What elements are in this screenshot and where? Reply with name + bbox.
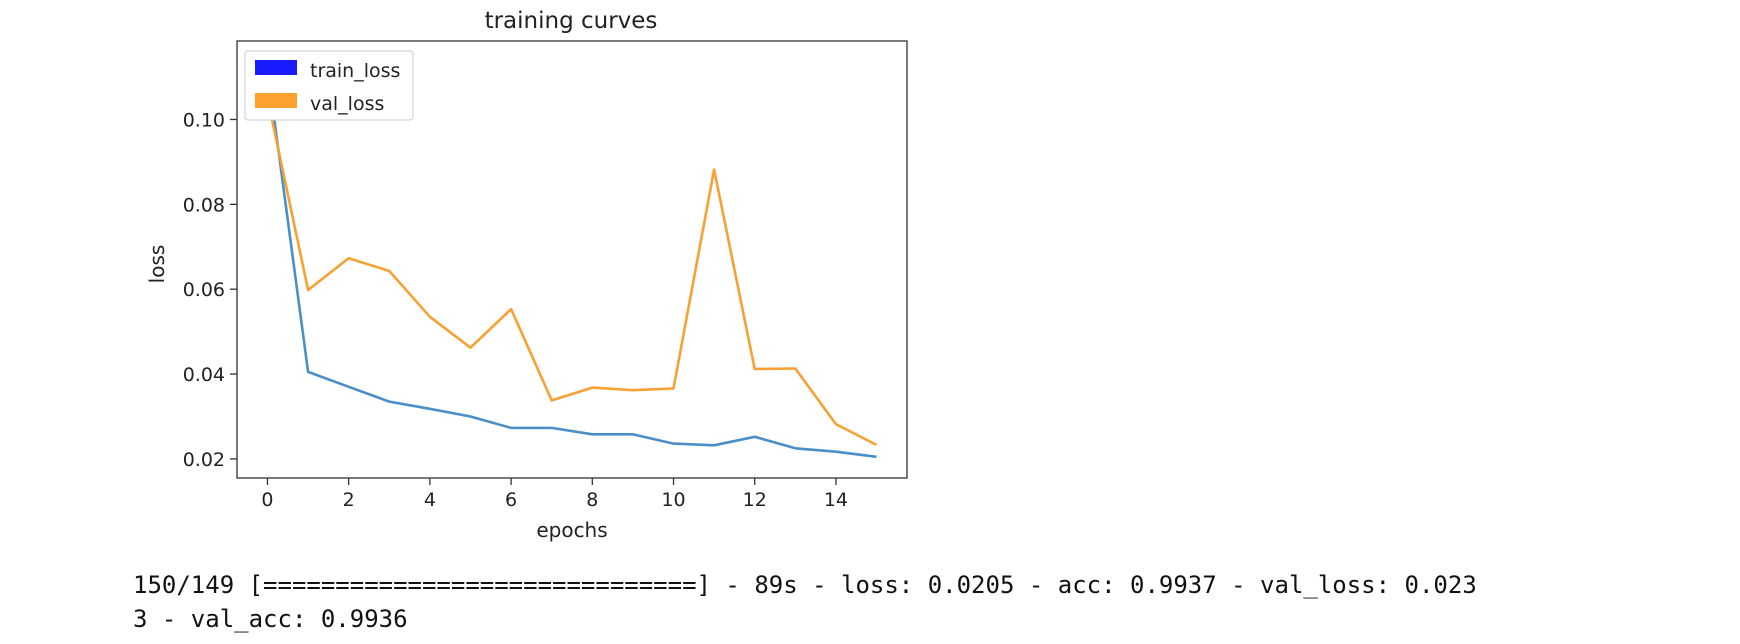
legend-label-val-loss: val_loss (310, 93, 384, 115)
y-tick-label: 0.04 (183, 364, 225, 386)
plot-frame (236, 40, 908, 479)
y-axis: 0.02 0.04 0.06 0.08 0.10 (183, 109, 237, 471)
legend-label-train-loss: train_loss (310, 60, 400, 82)
x-tick-label: 2 (343, 489, 355, 511)
legend-swatch-train-loss (255, 60, 297, 75)
y-tick-label: 0.08 (183, 194, 225, 216)
series-line-val-loss (266, 98, 878, 447)
y-axis-label: loss (145, 245, 169, 284)
x-tick-label: 12 (743, 489, 767, 511)
x-axis-label: epochs (536, 518, 607, 542)
y-tick-label: 0.06 (183, 279, 225, 301)
legend: train_loss val_loss (244, 50, 414, 121)
x-axis: 0 2 4 6 8 10 12 14 (261, 478, 848, 511)
x-tick-label: 4 (424, 489, 436, 511)
training-log-output: 150/149 [==============================]… (133, 568, 1713, 636)
x-tick-label: 6 (505, 489, 517, 511)
x-tick-label: 10 (661, 489, 685, 511)
log-line-1: 150/149 [==============================]… (133, 571, 1477, 599)
x-tick-label: 8 (586, 489, 598, 511)
y-tick-label: 0.10 (183, 109, 225, 131)
chart-title: training curves (485, 8, 658, 34)
x-tick-label: 14 (824, 489, 848, 511)
plot-area (266, 68, 878, 459)
series-line-train-loss (266, 68, 877, 459)
x-tick-label: 0 (261, 489, 273, 511)
log-line-2: 3 - val_acc: 0.9936 (133, 605, 408, 633)
y-tick-label: 0.02 (183, 449, 225, 471)
legend-swatch-val-loss (255, 93, 297, 108)
